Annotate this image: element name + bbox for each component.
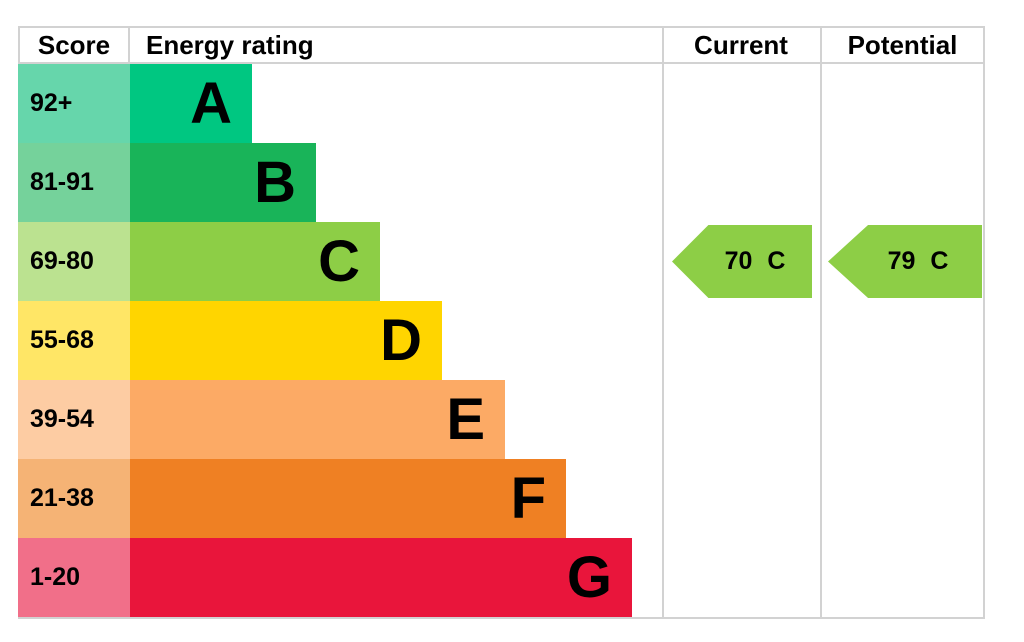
- energy-rating-column-header: Energy rating: [146, 29, 314, 60]
- band-letter: G: [566, 544, 612, 610]
- band-bar-c: C: [130, 222, 380, 301]
- chart-area: Score Energy rating Current Potential 92…: [18, 26, 985, 621]
- current-rating-value: 70: [724, 247, 753, 275]
- table-right-border: [983, 26, 985, 619]
- potential-column-divider: [820, 26, 822, 619]
- header-left-border: [18, 26, 20, 64]
- current-column-divider: [662, 26, 664, 619]
- band-row-f: 21-38 F: [18, 459, 985, 538]
- score-range-label: 69-80: [18, 222, 130, 301]
- potential-rating-band: C: [930, 247, 949, 275]
- header-bottom-border: [18, 62, 985, 64]
- score-range-label: 55-68: [18, 301, 130, 380]
- band-letter: A: [190, 70, 232, 136]
- band-bar-g: G: [130, 538, 632, 617]
- table-bottom-border: [18, 617, 985, 619]
- band-row-c: 69-80 C: [18, 222, 985, 301]
- score-range-label: 81-91: [18, 143, 130, 222]
- band-letter: D: [380, 307, 422, 373]
- score-range-label: 21-38: [18, 459, 130, 538]
- band-rows: 92+ A 81-91 B 69-80 C 55-68 D: [18, 64, 985, 617]
- band-bar-f: F: [130, 459, 566, 538]
- score-range-label: 92+: [18, 64, 130, 143]
- current-rating-band: C: [767, 247, 786, 275]
- table-top-border: [18, 26, 985, 28]
- band-letter: E: [446, 386, 485, 452]
- band-bar-a: A: [130, 64, 252, 143]
- score-header-divider: [128, 26, 130, 64]
- current-column-header: Current: [694, 29, 788, 60]
- band-row-b: 81-91 B: [18, 143, 985, 222]
- score-range-label: 39-54: [18, 380, 130, 459]
- potential-column-header: Potential: [847, 29, 958, 60]
- band-letter: C: [318, 228, 360, 294]
- potential-rating-value: 79: [887, 247, 916, 275]
- column-header-row: Score Energy rating Current Potential: [18, 26, 985, 64]
- band-bar-b: B: [130, 143, 316, 222]
- band-letter: F: [510, 465, 546, 531]
- band-row-d: 55-68 D: [18, 301, 985, 380]
- score-range-label: 1-20: [18, 538, 130, 617]
- band-bar-d: D: [130, 301, 442, 380]
- band-letter: B: [254, 149, 296, 215]
- band-row-a: 92+ A: [18, 64, 985, 143]
- band-row-e: 39-54 E: [18, 380, 985, 459]
- score-column-header: Score: [37, 29, 111, 60]
- band-row-g: 1-20 G: [18, 538, 985, 617]
- band-bar-e: E: [130, 380, 505, 459]
